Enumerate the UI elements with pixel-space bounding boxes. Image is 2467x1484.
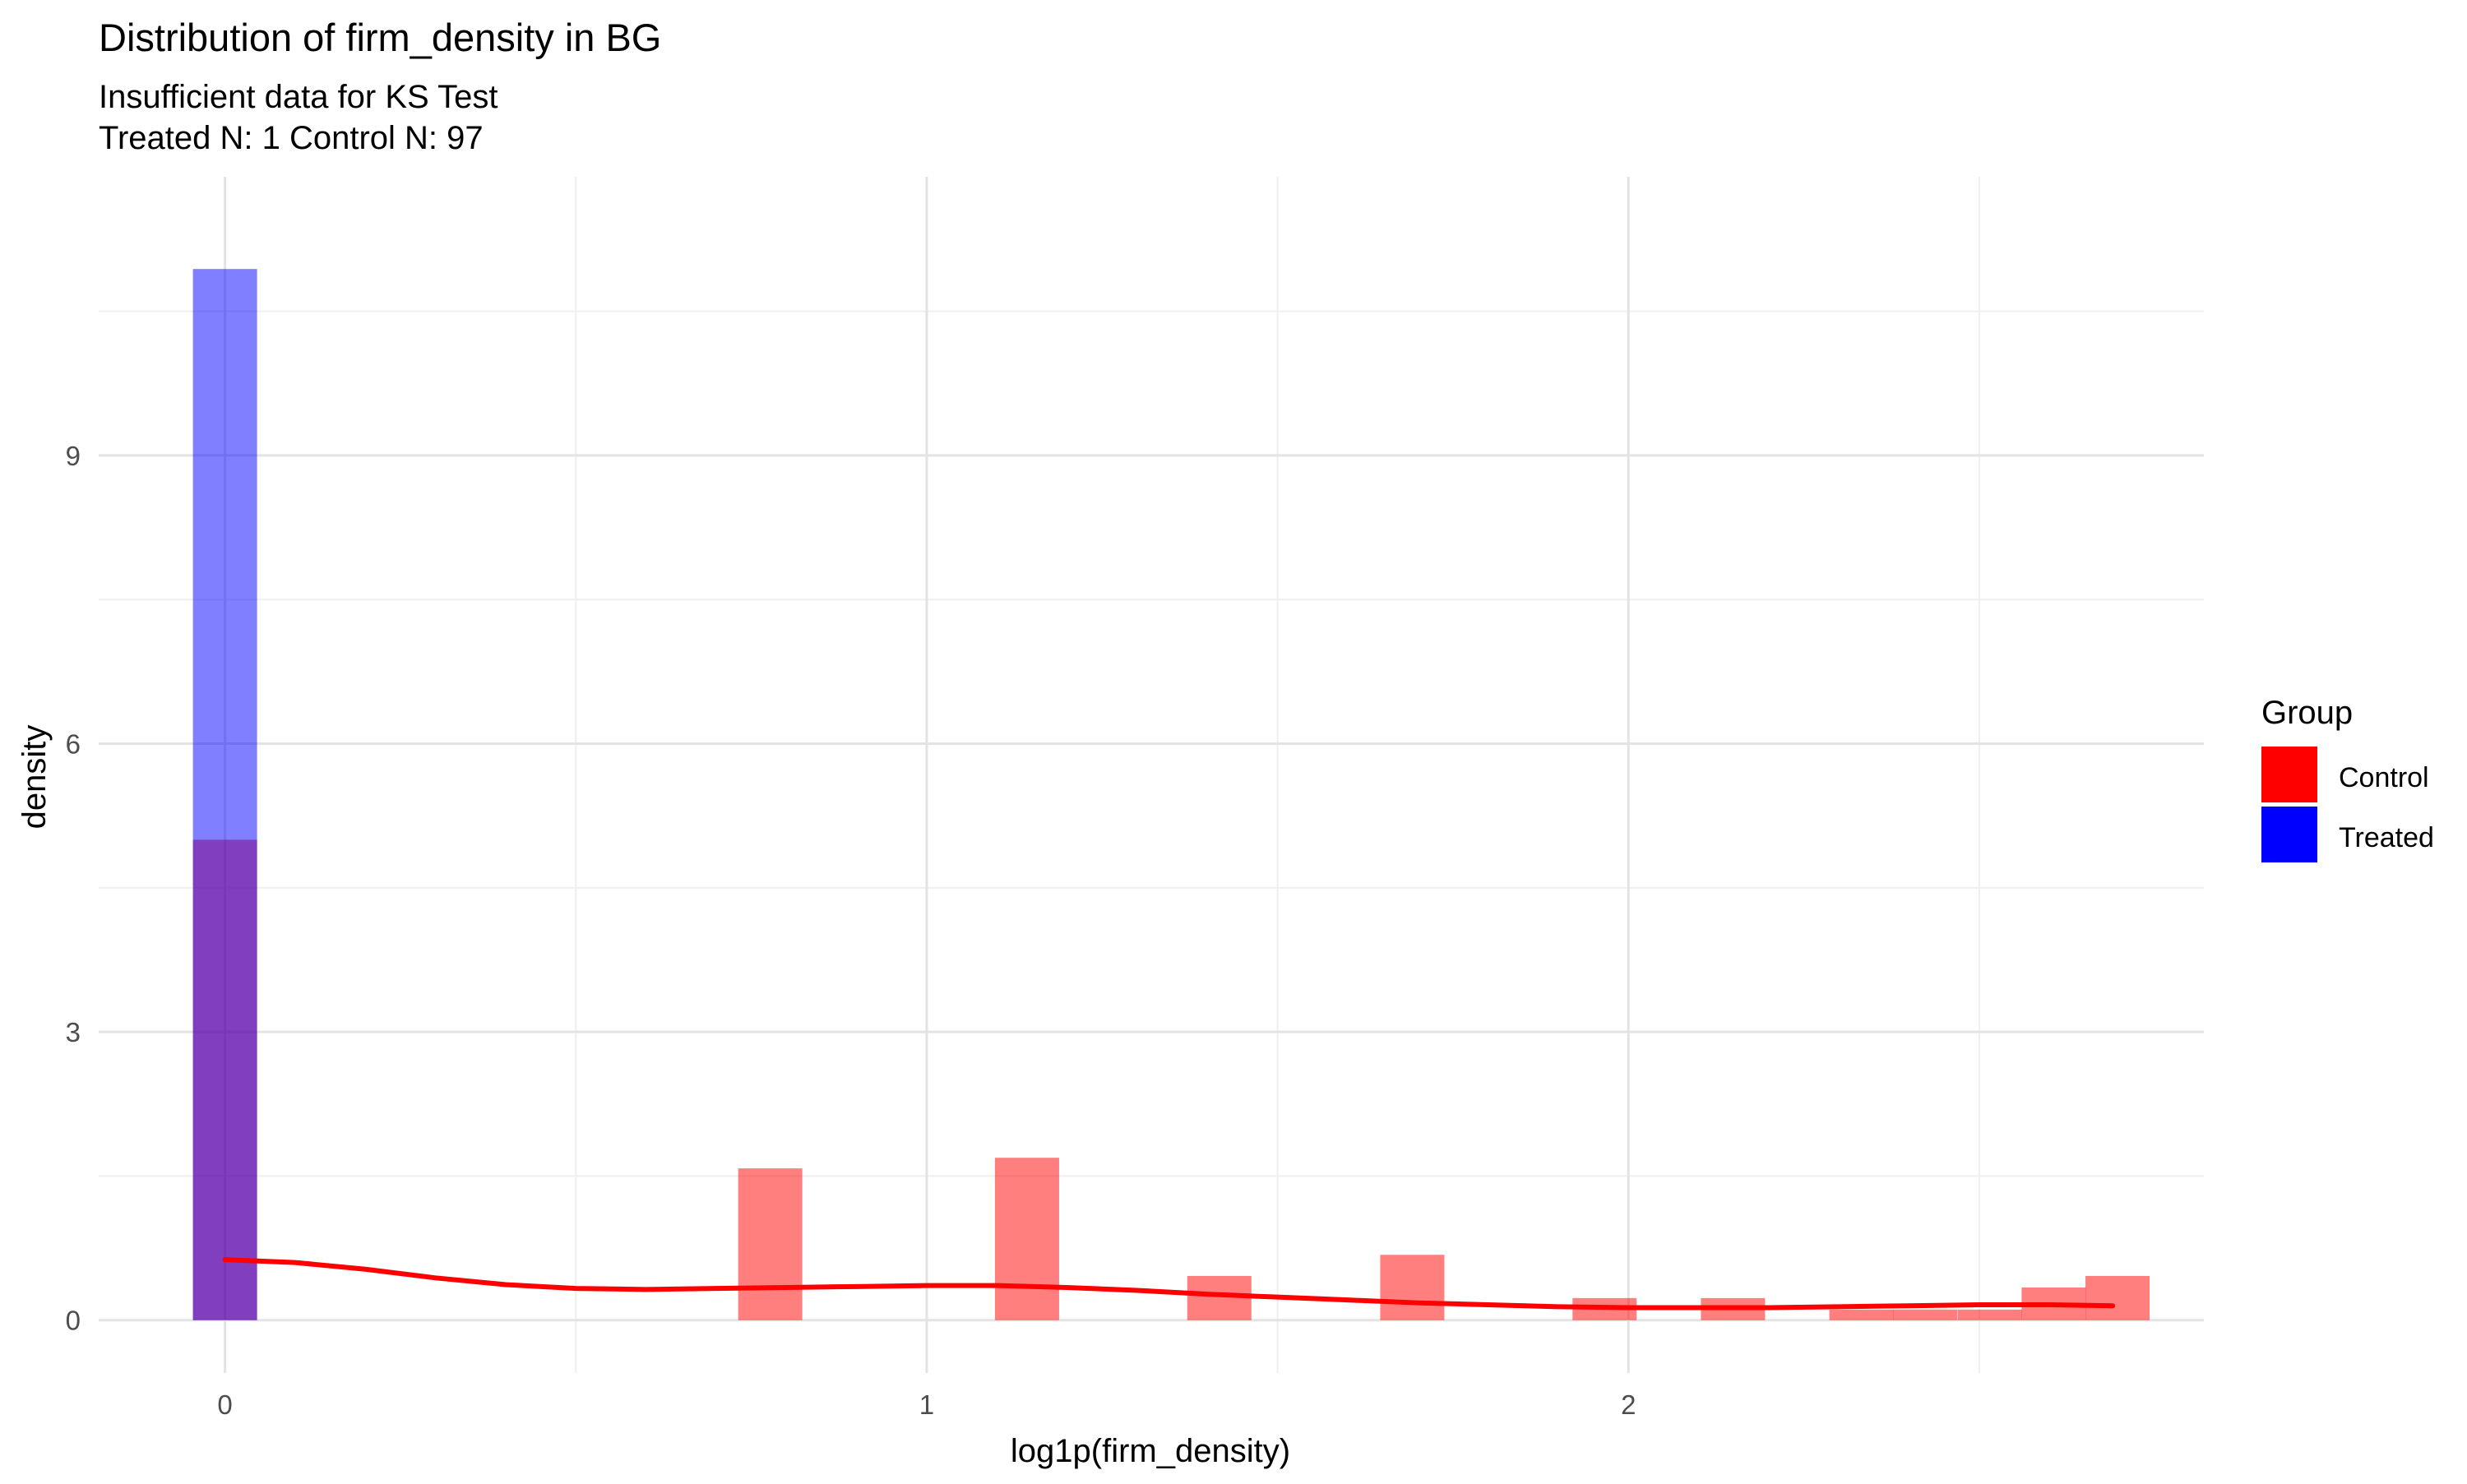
bars-layer — [192, 269, 2150, 1320]
x-axis-label: log1p(firm_density) — [1011, 1433, 1290, 1469]
chart-subtitle-line-2: Treated N: 1 Control N: 97 — [99, 120, 484, 156]
x-tick-label: 0 — [217, 1389, 232, 1420]
histogram-bar-control — [1829, 1309, 1894, 1320]
legend-title: Group — [2261, 695, 2353, 731]
legend-label-control: Control — [2339, 762, 2429, 793]
chart-subtitle-line-1: Insufficient data for KS Test — [99, 79, 498, 115]
histogram-bar-control — [1893, 1309, 1958, 1320]
y-axis-label: density — [16, 725, 53, 830]
y-tick-label: 3 — [66, 1017, 81, 1047]
y-tick-label: 0 — [66, 1306, 81, 1336]
histogram-bar-control — [994, 1158, 1059, 1320]
y-tick-label: 6 — [66, 729, 81, 760]
legend-key-control — [2261, 747, 2317, 802]
histogram-bar-control — [1187, 1275, 1252, 1320]
histogram-bar-control — [738, 1168, 803, 1320]
grid-layer — [99, 177, 2204, 1373]
legend-label-treated: Treated — [2339, 822, 2434, 853]
histogram-bar-control — [2085, 1275, 2150, 1320]
histogram-bar-treated — [192, 269, 257, 1320]
y-tick-label: 9 — [66, 441, 81, 471]
density-curve-layer — [222, 1257, 2116, 1311]
legend-key-treated — [2261, 807, 2317, 862]
axis-layer: 0 1 2 0 3 6 9 — [66, 441, 1636, 1420]
histogram-bar-control — [1380, 1255, 1445, 1320]
histogram-bar-control — [1957, 1309, 2022, 1320]
chart-title: Distribution of firm_density in BG — [99, 16, 661, 59]
density-curve-control — [222, 1257, 2116, 1311]
legend: Group Control Treated — [2261, 695, 2434, 862]
x-tick-label: 2 — [1621, 1389, 1636, 1420]
x-tick-label: 1 — [919, 1389, 934, 1420]
